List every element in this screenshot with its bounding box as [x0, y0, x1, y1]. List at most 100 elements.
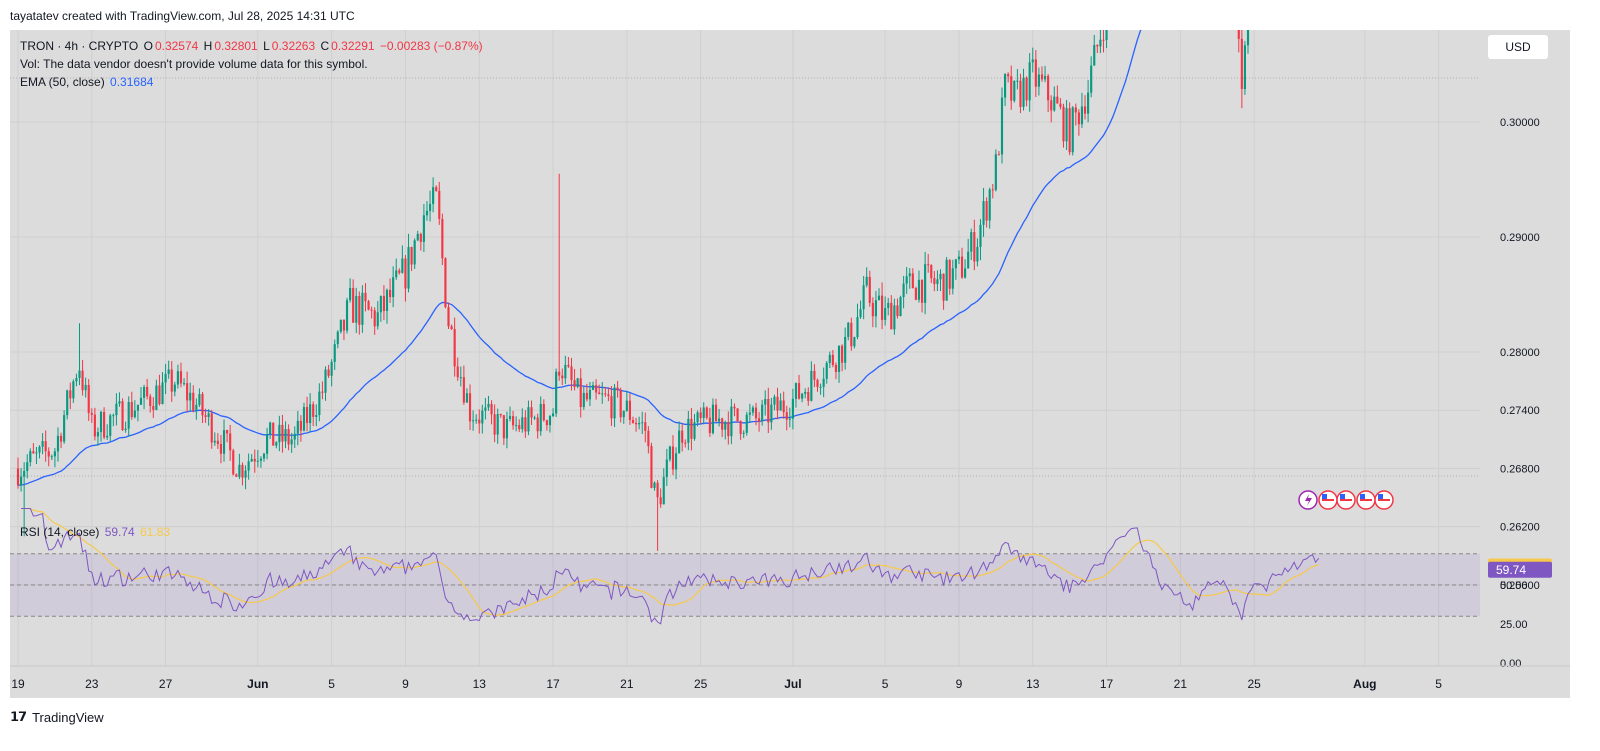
- candle-body: [920, 279, 924, 303]
- candle-body: [825, 362, 828, 379]
- candle-body: [186, 383, 189, 401]
- candle-body: [419, 233, 422, 242]
- candle-body: [167, 369, 170, 374]
- candle-body: [410, 247, 413, 265]
- candle-body: [1096, 44, 1099, 47]
- candle-body: [41, 441, 44, 447]
- candle-body: [721, 418, 724, 430]
- candle-body: [690, 418, 693, 439]
- candle-body: [964, 268, 967, 278]
- candle-body: [939, 273, 942, 280]
- currency-button[interactable]: USD: [1488, 35, 1548, 59]
- candle-body: [973, 232, 976, 262]
- time-tick-label: 17: [546, 677, 560, 691]
- candle-body: [776, 396, 779, 411]
- candle-body: [106, 435, 109, 438]
- candle-body: [862, 285, 865, 310]
- candle-body: [367, 301, 370, 310]
- candle-body: [874, 300, 878, 317]
- candle-body: [1080, 106, 1084, 125]
- flag-canton: [1360, 494, 1365, 499]
- candle-body: [828, 354, 831, 363]
- candle-body: [539, 403, 542, 432]
- candle-body: [724, 422, 727, 430]
- candle-body: [659, 497, 662, 505]
- candle-body: [1071, 107, 1074, 153]
- candle-body: [896, 305, 899, 317]
- candle-body: [887, 302, 890, 308]
- candle-body: [551, 413, 555, 417]
- ema-line: [17, 30, 1142, 487]
- candle-body: [757, 418, 761, 422]
- candle-body: [493, 414, 496, 435]
- candle-body: [871, 302, 874, 317]
- candle-body: [262, 453, 266, 459]
- candle-body: [1031, 59, 1034, 63]
- candle-body: [69, 390, 72, 399]
- candle-body: [321, 391, 324, 393]
- candle-body: [115, 403, 118, 416]
- candle-body: [72, 381, 75, 399]
- candle-body: [19, 476, 23, 486]
- candle-body: [782, 400, 785, 413]
- candle-body: [1007, 74, 1010, 77]
- candle-body: [50, 456, 53, 458]
- high-label: H: [203, 39, 213, 53]
- price-tick-label: 0.25600: [1500, 580, 1540, 592]
- candle-body: [1090, 65, 1093, 93]
- low-value: 0.32263: [271, 39, 316, 53]
- candle-body: [324, 369, 327, 393]
- ema-legend: EMA (50, close) 0.31684: [20, 75, 155, 89]
- candle-body: [441, 218, 444, 259]
- candle-body: [392, 277, 395, 298]
- candle-body: [1093, 44, 1096, 66]
- candle-body: [453, 329, 456, 367]
- candle-body: [345, 300, 349, 331]
- candle-body: [90, 412, 93, 415]
- time-tick-label: 13: [473, 677, 487, 691]
- candle-body: [819, 386, 822, 388]
- candle-body: [1034, 59, 1037, 87]
- time-tick-label: 21: [1174, 677, 1188, 691]
- candle-body: [927, 264, 930, 266]
- candle-body: [791, 398, 794, 419]
- close-label: C: [320, 39, 330, 53]
- candle-body: [1062, 106, 1065, 142]
- candle-body: [259, 458, 263, 461]
- candle-body: [979, 224, 982, 247]
- candle-body: [902, 283, 905, 298]
- chart-canvas[interactable]: 0.330000.310000.300000.290000.280000.274…: [10, 30, 1570, 698]
- candle-body: [548, 416, 552, 426]
- candle-body: [1240, 38, 1243, 90]
- candle-body: [942, 273, 945, 301]
- candle-body: [158, 385, 161, 405]
- candle-body: [435, 187, 438, 191]
- candle-body: [1243, 45, 1247, 90]
- candle-body: [142, 386, 146, 398]
- candle-body: [229, 433, 232, 451]
- candle-body: [1099, 39, 1102, 47]
- candle-body: [976, 246, 979, 262]
- candle-body: [751, 407, 755, 413]
- candle-body: [238, 464, 241, 477]
- chart-area[interactable]: 0.330000.310000.300000.290000.280000.274…: [10, 30, 1570, 698]
- candle-body: [315, 415, 318, 417]
- candle-body: [598, 392, 601, 394]
- candle-body: [967, 251, 970, 269]
- candle-body: [487, 403, 490, 408]
- candle-body: [770, 404, 773, 423]
- candle-body: [207, 413, 210, 418]
- candle-body: [936, 279, 939, 285]
- time-tick-label: Jun: [247, 677, 268, 691]
- footer: 𝟭𝟳 TradingView: [10, 709, 104, 725]
- flag-canton: [1378, 494, 1383, 499]
- candle-body: [161, 382, 164, 405]
- candle-body: [681, 430, 684, 443]
- candle-body: [1010, 76, 1013, 101]
- candle-body: [1053, 96, 1056, 111]
- time-tick-label: 5: [328, 677, 335, 691]
- candle-body: [284, 429, 287, 442]
- candle-body: [954, 259, 957, 269]
- ema-label: EMA (50, close): [20, 75, 105, 89]
- time-tick-label: 21: [620, 677, 634, 691]
